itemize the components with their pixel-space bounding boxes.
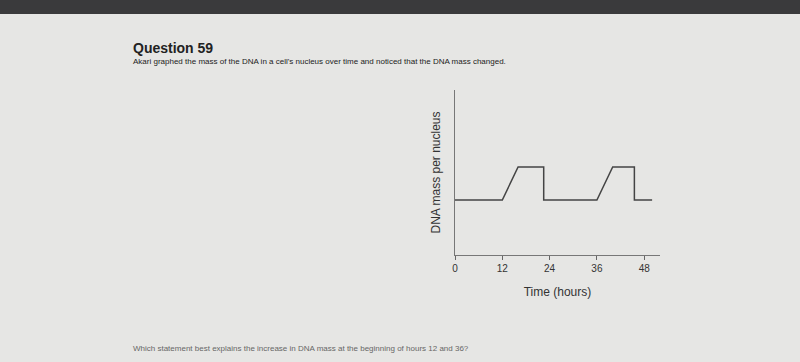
html-text:Akari graphed the mass of the: Akari graphed the mass of the DNA in a c…: [133, 57, 506, 66]
html-text:Question 59: Question 59: [133, 40, 214, 56]
svg-text:24: 24: [544, 263, 556, 274]
svg-text:36: 36: [591, 263, 603, 274]
svg-text:DNA mass per nucleus: DNA mass per nucleus: [429, 111, 443, 233]
html-text:Which statement best explains: Which statement best explains the increa…: [133, 344, 469, 353]
svg-text:48: 48: [639, 263, 651, 274]
svg-text:12: 12: [497, 263, 509, 274]
svg-text:Time (hours): Time (hours): [524, 285, 592, 299]
svg-text:0: 0: [452, 263, 458, 274]
